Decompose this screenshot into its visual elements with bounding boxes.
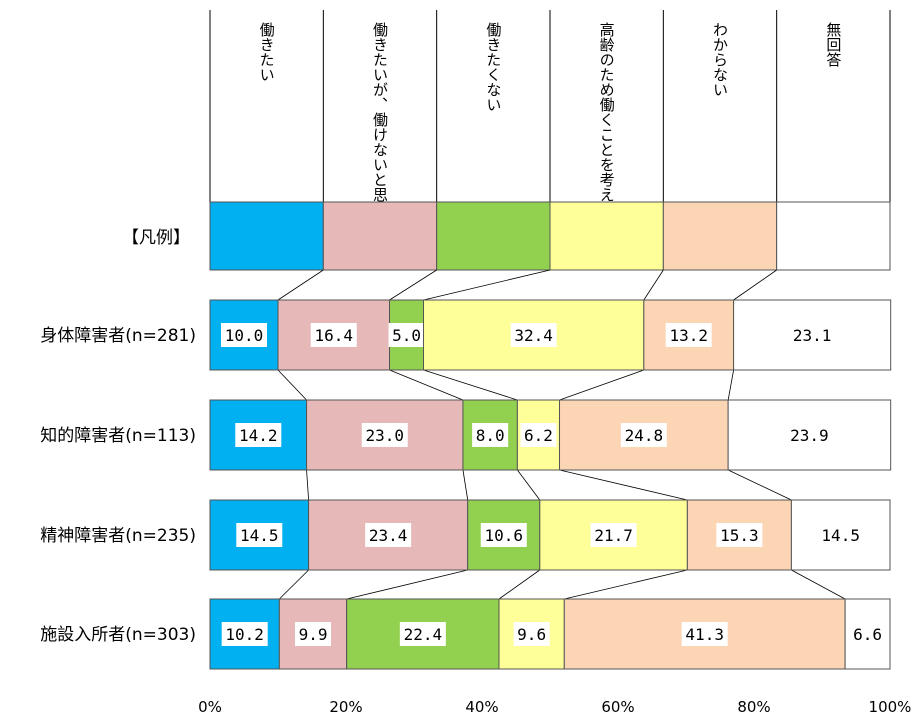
data-label-bg	[789, 323, 836, 347]
data-label: 10.6	[484, 526, 523, 545]
data-label: 8.0	[476, 426, 505, 445]
legend-series-name: 無回答	[824, 22, 842, 67]
legend-swatches	[209, 201, 891, 271]
bar-segment	[346, 598, 500, 670]
data-label-bg	[221, 323, 267, 347]
data-label-bg	[310, 323, 357, 347]
data-label: 23.4	[369, 526, 408, 545]
data-label: 10.0	[225, 326, 264, 345]
legend-swatch	[776, 201, 891, 271]
data-label: 32.4	[514, 326, 553, 345]
legend-swatch	[209, 201, 324, 271]
data-label: 16.4	[314, 326, 353, 345]
connector-line	[389, 269, 437, 301]
legend-series-name: 働きたいが、働けないと思う	[371, 22, 389, 217]
legend-label: 【凡例】	[122, 228, 190, 248]
data-label-bg	[365, 523, 412, 547]
x-axis-ticks: 0% 20% 40% 60% 80% 100%	[198, 698, 911, 716]
legend-swatch	[549, 201, 664, 271]
data-label: 9.6	[517, 625, 546, 644]
legend-series-name: 働きたくない	[484, 22, 502, 112]
category-label: 身体障害者(n=281)	[40, 326, 196, 346]
data-label: 5.0	[392, 326, 421, 345]
data-label-bg	[520, 423, 557, 447]
legend-series-name: わからない	[711, 22, 729, 97]
data-label: 13.2	[669, 326, 708, 345]
data-label: 14.5	[821, 526, 860, 545]
category-labels: 身体障害者(n=281) 知的障害者(n=113) 精神障害者(n=235) 施設入所…	[40, 326, 196, 645]
x-tick-label: 80%	[737, 698, 770, 716]
data-label: 6.2	[524, 426, 553, 445]
data-label: 23.9	[790, 426, 829, 445]
connector-line	[643, 269, 664, 301]
connector-line	[346, 569, 468, 600]
data-label: 24.8	[625, 426, 664, 445]
connector-lines	[277, 269, 846, 600]
bars: 10.0 16.4 5.0 32.4 13.2 23.1 14.2 23.0 8.0 6.2 24.…	[209, 299, 892, 670]
data-label-bg	[849, 622, 886, 646]
data-label-bg	[472, 423, 509, 447]
connector-line	[733, 269, 777, 301]
x-tick-label: 20%	[329, 698, 362, 716]
category-label: 施設入所者(n=303)	[40, 625, 196, 645]
data-label-bg	[716, 523, 763, 547]
data-label-bg	[513, 622, 550, 646]
data-label-bg	[221, 622, 268, 646]
data-label-bg	[681, 622, 728, 646]
connector-line	[727, 469, 792, 501]
connector-line	[791, 569, 846, 600]
legend-swatch	[436, 201, 551, 271]
x-tick-label: 0%	[198, 698, 222, 716]
connector-line	[277, 369, 307, 401]
data-label-bg	[236, 523, 283, 547]
data-label-bg	[665, 323, 712, 347]
connector-line	[559, 369, 644, 401]
data-label-bg	[235, 423, 282, 447]
category-label: 知的障害者(n=113)	[40, 426, 196, 446]
data-label-bg	[295, 622, 332, 646]
legend-series-name: 働きたい	[258, 22, 276, 82]
data-label: 21.7	[594, 526, 633, 545]
data-label-bg	[620, 423, 667, 447]
data-label: 6.6	[853, 625, 882, 644]
data-label: 14.5	[240, 526, 279, 545]
connector-line	[462, 469, 469, 501]
legend-swatch	[662, 201, 778, 271]
data-label-bg	[817, 523, 864, 547]
data-label-bg	[388, 323, 425, 347]
connector-line	[389, 369, 464, 401]
connector-line	[498, 569, 541, 600]
category-label: 精神障害者(n=235)	[40, 526, 196, 546]
connector-line	[423, 369, 518, 401]
data-label-bg	[786, 423, 833, 447]
data-label: 41.3	[685, 625, 724, 644]
x-tick-label: 40%	[465, 698, 498, 716]
data-label: 23.0	[365, 426, 404, 445]
data-label: 15.3	[720, 526, 759, 545]
data-label-bg	[399, 622, 446, 646]
data-label-bg	[361, 423, 408, 447]
connector-line	[306, 469, 309, 501]
connector-line	[279, 569, 309, 600]
x-tick-label: 100%	[869, 698, 912, 716]
connector-line	[517, 469, 541, 501]
data-label-bg	[480, 523, 527, 547]
connector-line	[277, 269, 324, 301]
data-label-bg	[590, 523, 637, 547]
data-label: 23.1	[793, 326, 832, 345]
connector-line	[727, 369, 734, 401]
data-label: 9.9	[299, 625, 328, 644]
data-label: 10.2	[225, 625, 264, 644]
x-tick-label: 60%	[601, 698, 634, 716]
legend-swatch	[322, 201, 438, 271]
connector-line	[423, 269, 551, 301]
data-label-bg	[510, 323, 557, 347]
data-label: 22.4	[404, 625, 443, 644]
connector-line	[559, 469, 688, 501]
connector-line	[564, 569, 688, 600]
data-label: 14.2	[239, 426, 278, 445]
